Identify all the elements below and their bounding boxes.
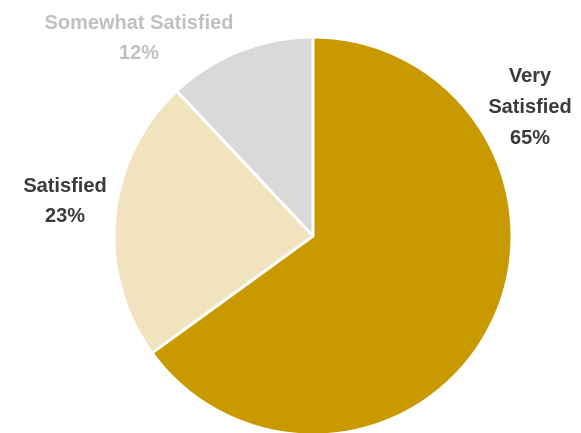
slice-category-label: Somewhat Satisfied	[45, 12, 234, 34]
pie-slice-somewhat-satisfied	[175, 35, 315, 238]
slice-label-somewhat-satisfied: Somewhat Satisfied 12%	[45, 12, 234, 64]
slice-label-very-satisfied: Very Satisfied 65%	[488, 65, 571, 149]
slice-value-label: 23%	[45, 205, 85, 227]
pie-slice-very-satisfied	[150, 35, 514, 433]
slice-category-label: Satisfied	[488, 96, 571, 118]
slice-label-satisfied: Satisfied 23%	[23, 175, 106, 227]
pie-labels: Very Satisfied 65% Satisfied 23% Somewhat Sat…	[23, 12, 571, 227]
slice-category-label: Very	[509, 65, 552, 87]
slice-category-label: Satisfied	[23, 175, 106, 197]
pie-slice-satisfied	[112, 89, 315, 355]
slice-value-label: 12%	[119, 42, 159, 64]
slice-value-label: 65%	[510, 127, 550, 149]
pie-slices	[112, 35, 514, 433]
